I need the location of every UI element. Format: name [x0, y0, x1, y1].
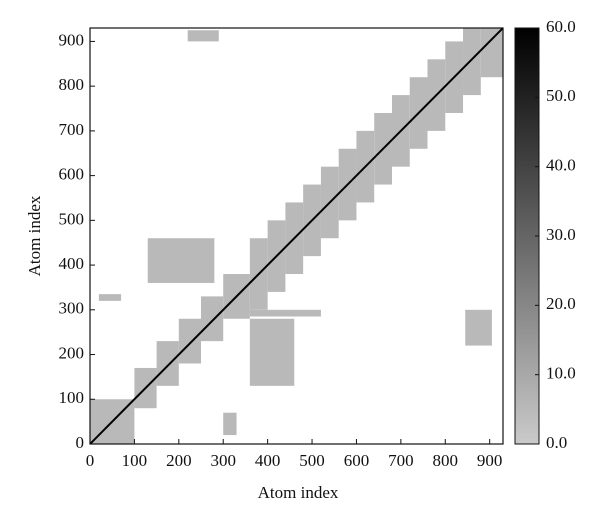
heat-cell	[187, 30, 219, 42]
heat-cell	[147, 238, 215, 283]
heat-cell	[463, 28, 481, 96]
heat-cell	[98, 294, 122, 301]
colorbar-tick-label: 40.0	[546, 156, 576, 175]
x-tick-label: 800	[433, 451, 459, 470]
heat-cell	[249, 309, 321, 317]
y-tick-label: 900	[59, 30, 85, 49]
x-tick-label: 500	[299, 451, 325, 470]
y-tick-label: 200	[59, 343, 85, 362]
diagonal	[90, 28, 503, 444]
y-axis-label: Atom index	[25, 195, 44, 276]
x-tick-label: 400	[255, 451, 281, 470]
plot-frame	[89, 27, 504, 445]
y-tick-label: 100	[59, 388, 85, 407]
y-tick-label: 400	[59, 254, 85, 273]
plot-area	[90, 28, 503, 444]
x-axis-label: Atom index	[258, 483, 339, 502]
x-tick-label: 0	[86, 451, 95, 470]
heat-cell	[156, 341, 179, 386]
colorbar-tick-label: 60.0	[546, 17, 576, 36]
heat-cell	[223, 412, 237, 436]
y-tick-label: 700	[59, 120, 85, 139]
x-tick-label: 600	[344, 451, 370, 470]
y-tick-label: 0	[76, 433, 85, 452]
heat-cell	[480, 28, 503, 78]
y-tick-label: 500	[59, 209, 85, 228]
x-tick-label: 900	[477, 451, 503, 470]
colorbar-tick-label: 20.0	[546, 294, 576, 313]
colorbar-tick-label: 50.0	[546, 86, 576, 105]
x-tick-label: 200	[166, 451, 192, 470]
colorbar-tick-label: 10.0	[546, 364, 576, 383]
heat-cell	[178, 318, 202, 364]
heat-cell	[465, 309, 492, 346]
y-tick-label: 800	[59, 75, 85, 94]
x-tick-label: 700	[388, 451, 414, 470]
y-tick-label: 300	[59, 299, 85, 318]
y-tick-label: 600	[59, 165, 85, 184]
colorbar-tick-label: 0.0	[546, 433, 567, 452]
x-tick-label: 300	[210, 451, 236, 470]
colorbar-tick-label: 30.0	[546, 225, 576, 244]
heat-cell	[201, 296, 224, 342]
heat-cell	[249, 318, 295, 386]
x-tick-label: 100	[122, 451, 148, 470]
